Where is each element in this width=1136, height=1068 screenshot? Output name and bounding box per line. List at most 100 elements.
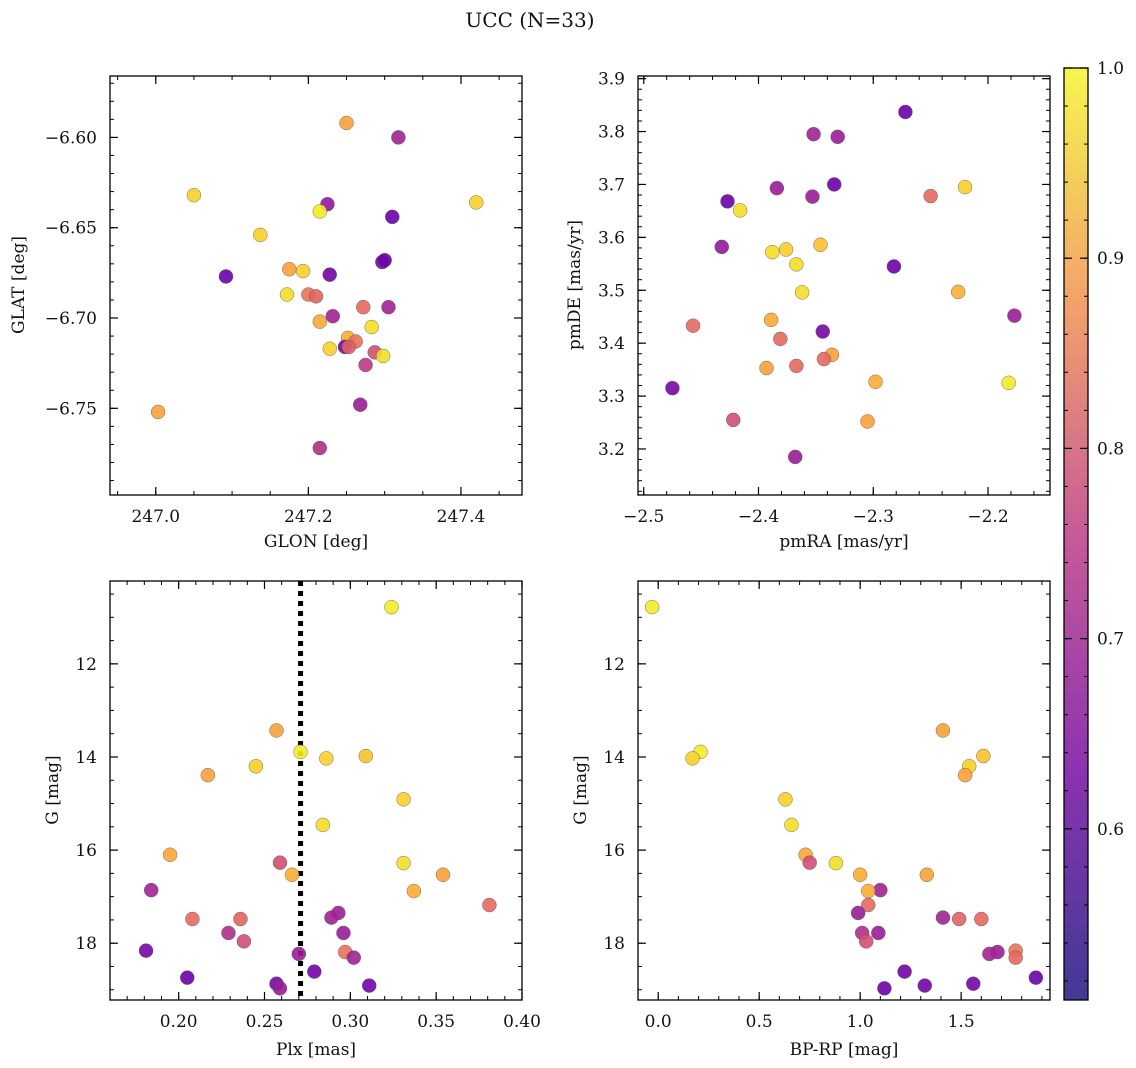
plx-point-16 <box>482 897 497 913</box>
cmd-point-4 <box>685 751 700 766</box>
lonlat-point-7 <box>253 227 268 243</box>
plx-x-tick-label: 0.30 <box>331 1012 369 1032</box>
lonlat-point-14 <box>279 287 295 302</box>
cmd-y-tick-label: 12 <box>603 655 625 675</box>
plx-point-28 <box>307 964 322 979</box>
cmd-point-30 <box>966 976 981 991</box>
colorbar: 0.6 0.7 0.8 0.9 1.0 <box>1063 59 1124 1001</box>
cmd-ylabel: G [mag] <box>571 755 591 824</box>
lonlat-point-28 <box>375 348 391 364</box>
plx-point-18 <box>324 910 339 925</box>
cmd-points <box>644 599 1044 996</box>
pm-y-tick-label: 3.5 <box>598 281 625 301</box>
lonlat-point-0 <box>339 115 354 131</box>
pm-y-tick-label: 3.8 <box>598 123 625 143</box>
colorbar-ticks: 0.6 0.7 0.8 0.9 1.0 <box>1064 59 1124 982</box>
pm-point-32 <box>788 449 803 465</box>
cmd-y-tick-label: 14 <box>603 748 625 768</box>
cmd-point-16 <box>861 897 876 913</box>
plx-point-0 <box>384 599 399 615</box>
colorbar-tick-label: 0.9 <box>1097 249 1124 269</box>
cmd-ticks: 0.0 0.5 1.0 1.5 12 14 16 18 <box>603 581 1050 1032</box>
pm-point-15 <box>886 259 902 274</box>
plx-point-20 <box>185 911 200 927</box>
colorbar-frame <box>1063 67 1089 1001</box>
lonlat-point-11 <box>282 262 297 277</box>
lonlat-ticks: 247.0 247.2 247.4 −6.75 −6.70 −6.65 −6.60 <box>45 76 522 527</box>
plx-point-4 <box>319 751 334 766</box>
cmd-point-10 <box>802 855 817 870</box>
pm-point-31 <box>860 414 875 429</box>
plx-y-tick-label: 16 <box>75 841 97 861</box>
pm-point-21 <box>815 324 830 339</box>
lonlat-point-9 <box>377 253 392 268</box>
plx-point-3 <box>358 748 373 764</box>
plx-x-tick-label: 0.25 <box>246 1012 284 1032</box>
lonlat-y-tick-label: −6.75 <box>45 399 97 419</box>
cmd-point-13 <box>919 867 935 882</box>
pm-point-30 <box>726 412 741 428</box>
lonlat-point-32 <box>312 440 328 456</box>
plx-ticks: 0.20 0.25 0.30 0.35 0.40 12 14 16 18 <box>75 581 541 1032</box>
pm-point-28 <box>1001 375 1016 391</box>
plx-point-32 <box>272 981 288 996</box>
pm-y-tick-label: 3.7 <box>598 175 625 195</box>
pm-x-tick-label: −2.4 <box>738 507 779 527</box>
pm-y-tick-label: 3.4 <box>598 334 625 354</box>
plx-xlabel: Plx [mas] <box>276 1040 356 1060</box>
lonlat-point-13 <box>322 267 337 282</box>
plx-point-19 <box>233 911 248 927</box>
cmd-point-14 <box>873 882 888 898</box>
cmd-point-0 <box>644 599 660 615</box>
pm-point-18 <box>1007 308 1022 323</box>
lonlat-point-21 <box>364 319 379 335</box>
plx-y-tick-label: 18 <box>75 934 97 954</box>
plx-point-21 <box>221 925 236 941</box>
plx-y-tick-label: 14 <box>75 748 97 768</box>
lonlat-panel: 247.0 247.2 247.4 −6.75 −6.70 −6.65 −6.60 GLON… <box>9 75 523 552</box>
cmd-x-tick-label: 1.5 <box>948 1012 975 1032</box>
colorbar-gradient <box>1064 68 1088 1000</box>
pm-point-20 <box>685 318 701 333</box>
pm-point-9 <box>732 203 748 218</box>
lonlat-ylabel: GLAT [deg] <box>9 236 29 334</box>
cmd-panel: 0.0 0.5 1.0 1.5 12 14 16 18 BP-RP [mag] G [mag] <box>571 580 1051 1060</box>
pm-x-tick-label: −2.5 <box>623 507 664 527</box>
plx-points <box>138 581 497 1000</box>
pm-xlabel: pmRA [mas/yr] <box>779 532 908 552</box>
cmd-point-29 <box>1028 970 1044 985</box>
plx-point-15 <box>406 883 422 899</box>
cmd-point-26 <box>982 946 997 962</box>
plx-y-tick-label: 12 <box>75 655 97 675</box>
pm-point-27 <box>868 374 883 389</box>
lonlat-point-20 <box>312 314 328 329</box>
pm-y-tick-label: 3.6 <box>598 228 625 248</box>
lonlat-y-tick-label: −6.65 <box>45 219 97 239</box>
lonlat-xlabel: GLON [deg] <box>264 532 368 552</box>
plx-point-24 <box>138 943 154 958</box>
pm-ticks: −2.5 −2.4 −2.3 −2.2 3.2 3.3 3.4 3.5 3.6 3.7 3.8 3.9 <box>598 70 1050 527</box>
plx-point-1 <box>269 723 284 738</box>
pm-point-29 <box>665 380 680 396</box>
plx-point-14 <box>143 882 159 898</box>
lonlat-point-29 <box>358 357 373 373</box>
pm-x-tick-label: −2.2 <box>967 507 1008 527</box>
cmd-point-8 <box>784 817 799 833</box>
pm-ylabel: pmDE [mas/yr] <box>565 220 585 350</box>
pm-y-tick-label: 3.9 <box>598 70 625 90</box>
pm-point-17 <box>794 285 810 300</box>
lonlat-point-1 <box>391 130 406 145</box>
plx-point-13 <box>435 867 451 882</box>
lonlat-point-12 <box>295 263 311 279</box>
plx-ylabel: G [mag] <box>43 755 63 824</box>
cmd-point-3 <box>976 748 991 764</box>
pm-point-4 <box>957 179 973 195</box>
plx-panel: 0.20 0.25 0.30 0.35 0.40 12 14 16 18 Plx [mas] G… <box>43 580 541 1060</box>
plx-x-tick-label: 0.20 <box>160 1012 198 1032</box>
cmd-point-31 <box>917 978 932 993</box>
colorbar-tick-label: 0.7 <box>1097 630 1124 650</box>
cmd-point-12 <box>852 867 868 882</box>
cmd-x-tick-label: 0.5 <box>746 1012 773 1032</box>
pm-point-6 <box>805 189 820 204</box>
cmd-point-15 <box>861 883 876 899</box>
